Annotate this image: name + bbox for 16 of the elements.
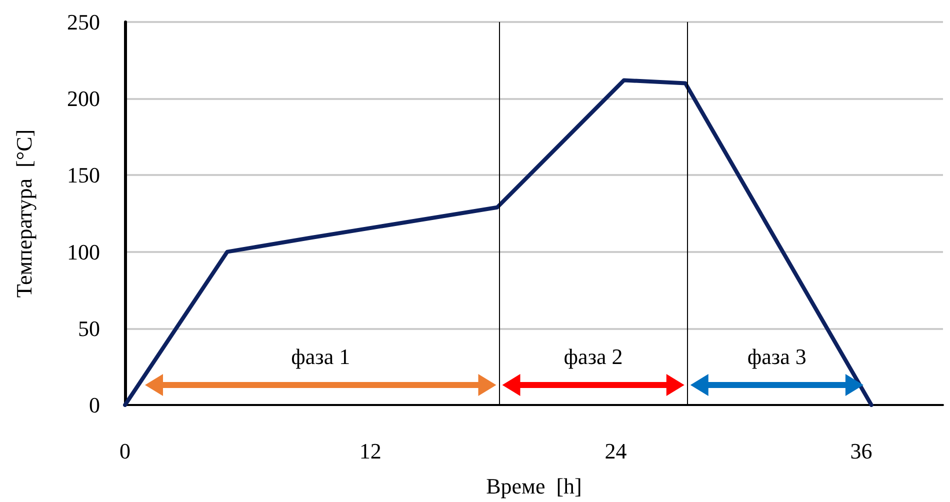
- x-tick-label: 36: [850, 438, 872, 464]
- y-axis-title: Температура [°C]: [12, 129, 36, 298]
- x-axis-title: Време [h]: [486, 474, 582, 498]
- x-tick-label: 24: [604, 438, 627, 464]
- annotation: фаза 1: [291, 344, 350, 370]
- y-tick-label: 0: [89, 392, 100, 418]
- x-tick-label: 12: [359, 438, 382, 464]
- annotation: фаза 3: [747, 344, 806, 370]
- y-tick-label: 150: [67, 162, 100, 188]
- x-tick-label: 0: [120, 438, 130, 464]
- y-tick-label: 250: [67, 10, 100, 34]
- line-series: [123, 78, 874, 407]
- y-tick-label: 50: [78, 316, 100, 341]
- y-tick-label: 100: [67, 239, 100, 264]
- y-tick-label: 200: [67, 86, 100, 112]
- annotation: фаза 2: [564, 344, 623, 370]
